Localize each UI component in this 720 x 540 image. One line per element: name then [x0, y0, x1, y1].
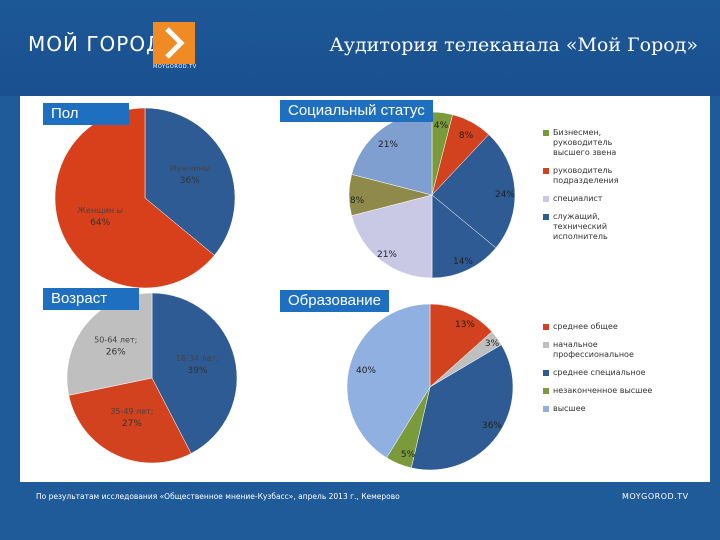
section-label-age: Возраст [43, 288, 139, 310]
legend-swatch [543, 370, 549, 376]
slice-value-social-2: 24% [495, 190, 515, 200]
pie-slice-age-0 [151, 292, 238, 454]
slice-value-social-1: 8% [459, 131, 474, 141]
legend-swatch [543, 342, 549, 348]
legend-label: служащий, технический исполнитель [553, 212, 608, 241]
legend-swatch [543, 324, 549, 330]
slice-value-social-5: 8% [350, 196, 365, 206]
legend-label: среднее специальное [553, 368, 646, 377]
pie-gender: Мужчины 36% Женщин ы 64% [54, 107, 236, 289]
legend-education-item-4: высшее [543, 404, 653, 414]
pie-slice-gender-0 [144, 107, 236, 256]
slice-value-social-4: 21% [377, 250, 397, 260]
legend-swatch [543, 168, 549, 174]
legend-education-item-1: начальное профессиональное [543, 340, 653, 360]
legend-education-item-3: незаконченное высшее [543, 386, 653, 396]
legend-swatch [543, 406, 549, 412]
header: МОЙ ГОРОД MOYGOROD.TV Аудитория телекана… [0, 0, 720, 96]
slice-value-social-0: 4% [434, 121, 449, 131]
logo-icon[interactable] [153, 22, 195, 64]
slice-value-education-1: 3% [485, 339, 500, 349]
slice-value-education-3: 5% [401, 450, 416, 460]
logo-sub: MOYGOROD.TV [153, 64, 197, 70]
slice-value-social-6: 21% [378, 140, 398, 150]
slice-label-age-0: 18-34 лет; [176, 354, 219, 363]
legend-swatch [543, 214, 549, 220]
slice-value-education-2: 36% [482, 421, 502, 431]
legend-swatch [543, 130, 549, 136]
footer [0, 482, 720, 540]
legend-label: специалист [553, 194, 603, 203]
legend-label: Бизнесмен, руководитель высшего звена [553, 128, 617, 157]
slice-label-gender-1: Женщин ы [77, 206, 123, 215]
section-label-education: Образование [280, 290, 389, 312]
legend-label: руководитель подразделения [553, 166, 619, 185]
legend-social-item-3: служащий, технический исполнитель [543, 212, 643, 242]
legend-social-item-1: руководитель подразделения [543, 166, 643, 186]
slice-value-education-0: 13% [455, 320, 475, 330]
slice-value-age-0: 39% [187, 366, 207, 376]
slice-label-age-2: 50-64 лет; [94, 335, 137, 344]
legend-social: Бизнесмен, руководитель высшего звена рук… [543, 128, 643, 250]
slice-value-gender-1: 64% [90, 218, 110, 228]
slice-value-education-4: 40% [356, 366, 376, 376]
footer-brand: MOYGOROD.TV [622, 492, 689, 501]
section-label-social: Социальный статус [280, 100, 433, 122]
pie-slice-education-4 [346, 303, 431, 459]
page-title: Аудитория телеканала «Мой Город» [329, 34, 698, 56]
chevron-right-icon [165, 27, 185, 59]
legend-swatch [543, 196, 549, 202]
slice-value-gender-0: 36% [180, 176, 200, 186]
legend-label: начальное профессиональное [553, 340, 634, 359]
slice-label-age-1: 35-49 лет; [110, 407, 153, 416]
pie-slice-social-4 [351, 194, 433, 279]
slice-label-gender-0: Мужчины [170, 164, 210, 173]
pie-slice-social-3 [431, 194, 497, 279]
legend-education-item-0: среднее общее [543, 322, 653, 332]
pie-slice-education-2 [411, 344, 514, 471]
legend-education-item-2: среднее специальное [543, 368, 653, 378]
legend-label: среднее общее [553, 322, 618, 331]
slice-value-age-2: 26% [106, 347, 126, 357]
section-label-gender: Пол [43, 103, 129, 125]
legend-swatch [543, 388, 549, 394]
pie-education: 13% 3% 36% 5% 40% [346, 303, 514, 471]
pie-slice-age-1 [68, 377, 192, 464]
pie-slice-education-0 [429, 303, 493, 388]
legend-education: среднее общее начальное профессиональное с… [543, 322, 653, 422]
slice-value-social-3: 14% [453, 257, 473, 267]
logo-text: МОЙ ГОРОД [28, 32, 163, 56]
legend-social-item-0: Бизнесмен, руководитель высшего звена [543, 128, 643, 158]
legend-label: высшее [553, 404, 586, 413]
legend-label: незаконченное высшее [553, 386, 653, 395]
slice-value-age-1: 27% [122, 419, 142, 429]
pie-slice-social-2 [431, 134, 516, 249]
pie-social: 4% 8% 24% 14% 21% 8% 21% [348, 111, 516, 279]
legend-social-item-2: специалист [543, 194, 643, 204]
footer-note: По результатам исследования «Общественно… [36, 492, 400, 501]
pie-age: 18-34 лет; 39% 35-49 лет; 27% 50-64 лет; 26% [66, 292, 238, 464]
